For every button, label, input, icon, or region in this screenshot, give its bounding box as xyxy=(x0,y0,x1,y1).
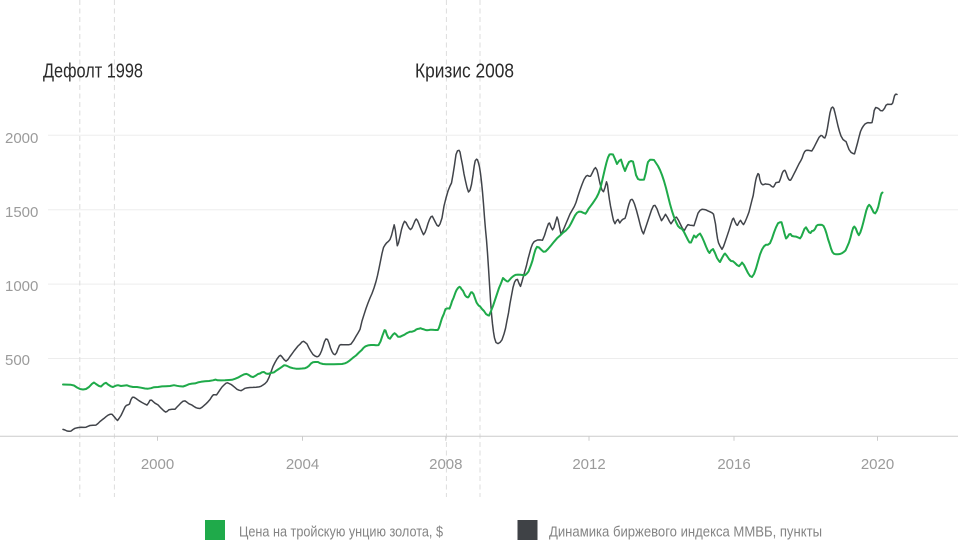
svg-text:1500: 1500 xyxy=(5,204,38,221)
svg-text:2004: 2004 xyxy=(286,456,319,473)
svg-text:2000: 2000 xyxy=(5,130,38,147)
svg-text:Дефолт 1998: Дефолт 1998 xyxy=(43,61,143,83)
svg-text:2020: 2020 xyxy=(861,456,894,473)
svg-text:2000: 2000 xyxy=(141,456,174,473)
svg-text:Цена на тройскую унцию золота,: Цена на тройскую унцию золота, $ xyxy=(239,524,444,540)
svg-text:1000: 1000 xyxy=(5,278,38,295)
svg-text:Кризис 2008: Кризис 2008 xyxy=(415,61,514,83)
svg-text:2008: 2008 xyxy=(429,456,462,473)
svg-text:500: 500 xyxy=(5,352,30,369)
svg-text:2012: 2012 xyxy=(572,456,605,473)
svg-text:2016: 2016 xyxy=(717,456,750,473)
svg-text:Динамика биржевого индекса ММВ: Динамика биржевого индекса ММВБ, пункты xyxy=(549,524,822,540)
